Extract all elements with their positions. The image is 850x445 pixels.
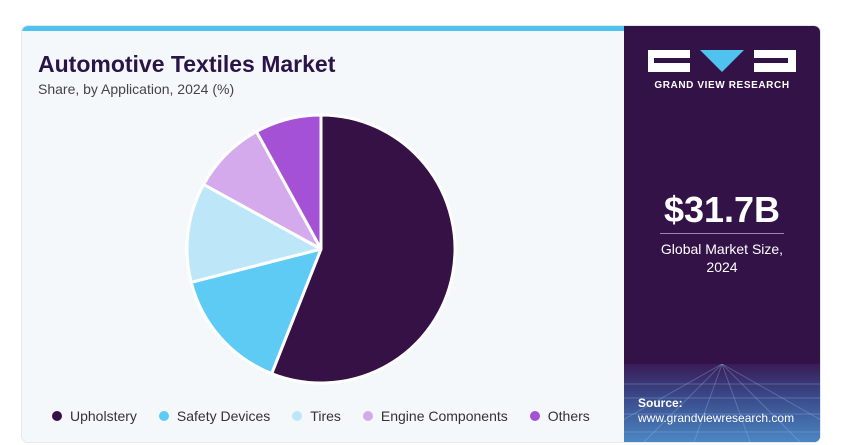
legend-item-safety-devices: Safety Devices bbox=[158, 408, 271, 424]
legend-item-upholstery: Upholstery bbox=[52, 408, 137, 424]
legend-label-safety-devices: Safety Devices bbox=[176, 408, 271, 424]
legend-item-engine-components: Engine Components bbox=[362, 408, 508, 424]
sidebar-panel: GRAND VIEW RESEARCH $31.7B Global Market… bbox=[624, 26, 820, 442]
chart-subtitle: Share, by Application, 2024 (%) bbox=[38, 81, 235, 97]
source-label: Source: bbox=[638, 396, 683, 410]
source-footer: Source: www.grandviewresearch.com bbox=[624, 364, 820, 442]
chart-card: Automotive Textiles Market Share, by App… bbox=[22, 26, 820, 442]
legend: Upholstery Safety Devices Tires Engine Comp… bbox=[52, 408, 590, 424]
pie-slice-upholstery bbox=[270, 113, 457, 385]
legend-label-engine-components: Engine Components bbox=[380, 408, 508, 424]
grid-pattern-icon bbox=[624, 364, 820, 442]
legend-item-others: Others bbox=[529, 408, 590, 424]
legend-item-tires: Tires bbox=[292, 408, 341, 424]
legend-label-tires: Tires bbox=[310, 408, 341, 424]
legend-swatch-tires bbox=[292, 411, 303, 421]
legend-swatch-engine-components bbox=[362, 411, 373, 421]
pie-chart bbox=[185, 113, 457, 385]
source-text: Source: www.grandviewresearch.com bbox=[638, 396, 794, 426]
pie-slice-tires bbox=[185, 182, 323, 284]
source-url[interactable]: www.grandviewresearch.com bbox=[638, 411, 795, 425]
brand-name: GRAND VIEW RESEARCH bbox=[654, 80, 790, 91]
legend-label-others: Others bbox=[547, 408, 590, 424]
chart-title: Automotive Textiles Market bbox=[38, 51, 336, 77]
market-size-label: Global Market Size, 2024 bbox=[660, 241, 784, 275]
pie-slice-others bbox=[254, 113, 323, 251]
market-size-value: $31.7B bbox=[663, 189, 781, 230]
pie-slice-safety-devices bbox=[189, 247, 323, 376]
divider bbox=[660, 233, 784, 234]
legend-swatch-upholstery bbox=[52, 411, 62, 421]
chart-panel: Automotive Textiles Market Share, by App… bbox=[22, 31, 624, 442]
grand-view-research-logo bbox=[648, 50, 796, 72]
legend-swatch-safety-devices bbox=[158, 411, 169, 421]
legend-label-upholstery: Upholstery bbox=[70, 408, 137, 424]
accent-bar bbox=[22, 26, 624, 31]
legend-swatch-others bbox=[529, 411, 540, 421]
